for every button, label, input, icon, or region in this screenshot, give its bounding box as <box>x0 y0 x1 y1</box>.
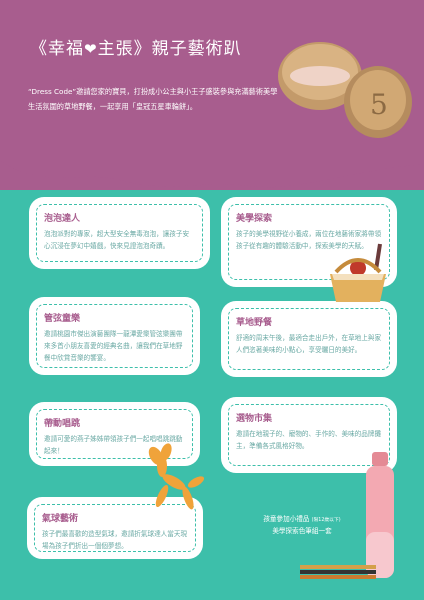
card-orchestra: 管弦童樂 邀請桃園市傑出演藝團隊一龍潭愛樂管弦樂團帶來多首小朋友喜愛的經典名曲，… <box>32 300 197 372</box>
card-bubble-master: 泡泡達人 泡泡派對的專家，超大型安全無毒泡泡，讓孩子安心沉浸在夢幻中嬉戲，快來見… <box>32 200 207 266</box>
card-market: 選物市集 邀請在地親子的、寵物的、手作的、美味的品牌攤主，準備各式風格好物。 <box>224 400 394 470</box>
balloon-dog-icon <box>148 443 205 510</box>
card-title: 氣球藝術 <box>42 514 79 524</box>
title-right: 主張》親子藝術趴 <box>97 39 242 59</box>
intro-text: “Dress Code”邀請您家的寶貝，打扮成小公主與小王子盛裝參與充滿藝術美學… <box>28 87 278 111</box>
gift-note: 孩童參加小禮品 (限12歲以下) 美學探索色筆組一套 <box>242 514 362 537</box>
cake-mark: 5 <box>370 88 388 121</box>
note-line1-small: (限12歲以下) <box>311 518 341 523</box>
card-text: 邀請桃園市傑出演藝團隊一龍潭愛樂管弦樂團帶來多首小朋友喜愛的經典名曲，讓我們在草… <box>44 330 183 362</box>
picnic-basket-icon <box>330 243 386 302</box>
card-text: 舒適的周末午後，最適合走出戶外，在草地上與家人們恣著美味的小點心，享受曬日的美好… <box>236 334 382 354</box>
note-line1: 孩童參加小禮品 <box>263 515 310 523</box>
card-title: 管弦童樂 <box>44 314 81 324</box>
card-balloon-art: 氣球藝術 孩子們最喜歡的造型氣球，邀請折氣球達人當天現場為孩子們折出一個個夢想。 <box>30 500 200 556</box>
card-picnic: 草地野餐 舒適的周末午後，最適合走出戶外，在草地上與家人們恣著美味的小點心，享受… <box>224 304 394 374</box>
crayons-icon <box>300 565 376 579</box>
card-title: 帶動唱跳 <box>44 419 81 429</box>
card-text: 泡泡派對的專家，超大型安全無毒泡泡，讓孩子安心沉浸在夢幻中嬉戲，快來見證泡泡奇蹟… <box>44 230 190 250</box>
card-text: 孩子們最喜歡的造型氣球，邀請折氣球達人當天現場為孩子們折出一個個夢想。 <box>42 530 188 550</box>
header-wave <box>0 150 424 188</box>
page-title: 《幸福❤主張》親子藝術趴 <box>30 34 242 59</box>
card-title: 泡泡達人 <box>44 214 81 224</box>
heart-icon: ❤ <box>84 40 98 58</box>
note-line2: 美學探索色筆組一套 <box>272 527 332 535</box>
card-text: 孩子的美學視野從小養成，兩位在地藝術家將帶領孩子從有趣的體驗活動中，探索美學的天… <box>236 230 382 250</box>
card-text: 邀請可愛的燕子姊姊帶領孩子們一起唱唱跳跳動起來！ <box>44 435 183 455</box>
title-left: 《幸福 <box>30 39 84 59</box>
card-text: 邀請在地親子的、寵物的、手作的、美味的品牌攤主，準備各式風格好物。 <box>236 430 382 450</box>
card-title: 選物市集 <box>236 414 273 424</box>
card-title: 美學探索 <box>236 214 273 224</box>
card-title: 草地野餐 <box>236 318 273 328</box>
wheel-cake-illustration: 5 <box>278 42 412 138</box>
